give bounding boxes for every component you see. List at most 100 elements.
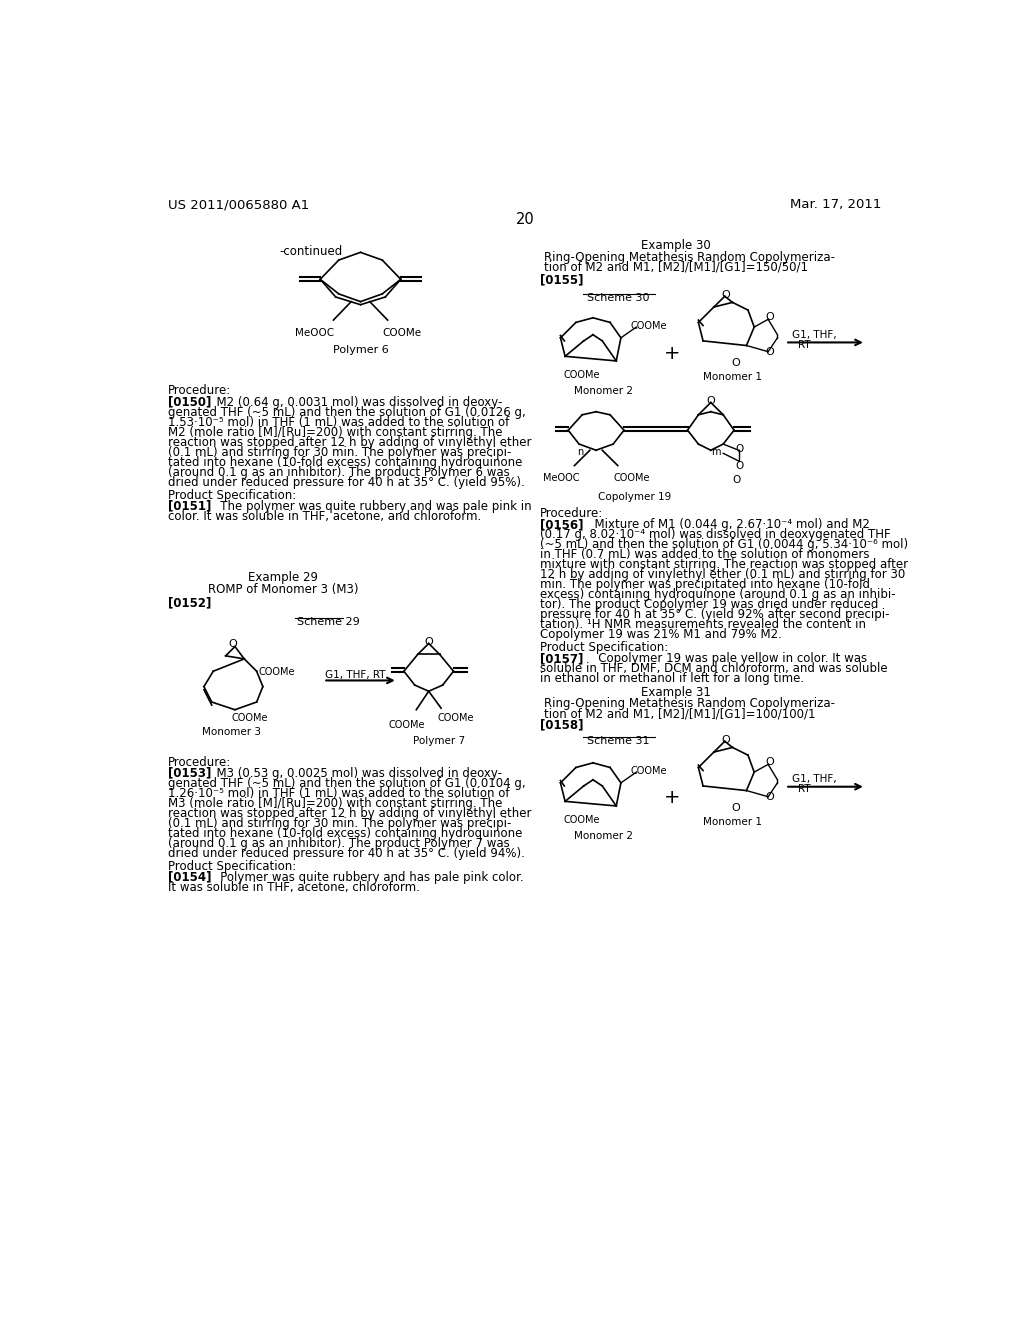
Text: Polymer 6: Polymer 6	[333, 345, 388, 355]
Text: (0.1 mL) and stirring for 30 min. The polymer was precipi-: (0.1 mL) and stirring for 30 min. The po…	[168, 817, 512, 830]
Text: m: m	[711, 447, 720, 457]
Text: M3 (mole ratio [M]/[Ru]=200) with constant stirring. The: M3 (mole ratio [M]/[Ru]=200) with consta…	[168, 797, 503, 809]
Text: color. It was soluble in THF, acetone, and chloroform.: color. It was soluble in THF, acetone, a…	[168, 510, 481, 523]
Text: It was soluble in THF, acetone, chloroform.: It was soluble in THF, acetone, chlorofo…	[168, 880, 420, 894]
Text: M2 (0.64 g, 0.0031 mol) was dissolved in deoxy-: M2 (0.64 g, 0.0031 mol) was dissolved in…	[209, 396, 502, 409]
Text: M2 (mole ratio [M]/[Ru]=200) with constant stirring. The: M2 (mole ratio [M]/[Ru]=200) with consta…	[168, 425, 503, 438]
Text: G1, THF,: G1, THF,	[793, 775, 837, 784]
Text: [0155]: [0155]	[541, 275, 584, 286]
Text: Example 30: Example 30	[641, 239, 711, 252]
Text: tion of M2 and M1, [M2]/[M1]/[G1]=150/50/1: tion of M2 and M1, [M2]/[M1]/[G1]=150/50…	[544, 261, 808, 273]
Text: [0154]: [0154]	[168, 871, 212, 883]
Text: O: O	[765, 792, 774, 803]
Text: O: O	[735, 461, 743, 471]
Text: mixture with constant stirring. The reaction was stopped after: mixture with constant stirring. The reac…	[541, 558, 908, 572]
Text: Product Specification:: Product Specification:	[168, 859, 297, 873]
Text: COOMe: COOMe	[382, 327, 421, 338]
Text: RT: RT	[798, 784, 810, 795]
Text: O: O	[722, 735, 730, 744]
Text: genated THF (~5 mL) and then the solution of G1 (0.0126 g,: genated THF (~5 mL) and then the solutio…	[168, 405, 526, 418]
Text: O: O	[228, 639, 238, 649]
Text: Monomer 1: Monomer 1	[703, 372, 762, 381]
Text: (around 0.1 g as an inhibitor). The product Polymer 7 was: (around 0.1 g as an inhibitor). The prod…	[168, 837, 510, 850]
Text: O: O	[735, 444, 743, 454]
Text: O: O	[722, 290, 730, 300]
Text: [0158]: [0158]	[541, 718, 584, 731]
Text: ROMP of Monomer 3 (M3): ROMP of Monomer 3 (M3)	[208, 582, 358, 595]
Text: [0153]: [0153]	[168, 767, 212, 780]
Text: O: O	[732, 475, 740, 484]
Text: M3 (0.53 g, 0.0025 mol) was dissolved in deoxy-: M3 (0.53 g, 0.0025 mol) was dissolved in…	[209, 767, 502, 780]
Text: (0.1 mL) and stirring for 30 min. The polymer was precipi-: (0.1 mL) and stirring for 30 min. The po…	[168, 446, 512, 458]
Text: O: O	[731, 358, 739, 368]
Text: US 2011/0065880 A1: US 2011/0065880 A1	[168, 198, 309, 211]
Text: +: +	[665, 345, 681, 363]
Text: genated THF (~5 mL) and then the solution of G1 (0.0104 g,: genated THF (~5 mL) and then the solutio…	[168, 776, 526, 789]
Text: Scheme 31: Scheme 31	[587, 737, 649, 746]
Text: tated into hexane (10-fold excess) containing hydroquinone: tated into hexane (10-fold excess) conta…	[168, 455, 522, 469]
Text: RT: RT	[798, 341, 810, 350]
Text: tor). The product Copolymer 19 was dried under reduced: tor). The product Copolymer 19 was dried…	[541, 598, 879, 611]
Text: COOMe: COOMe	[613, 474, 649, 483]
Text: Example 29: Example 29	[248, 572, 318, 585]
Text: Polymer was quite rubbery and has pale pink color.: Polymer was quite rubbery and has pale p…	[209, 871, 523, 883]
Text: 20: 20	[515, 213, 535, 227]
Text: O: O	[707, 396, 715, 407]
Text: [0151]: [0151]	[168, 499, 212, 512]
Text: COOMe: COOMe	[388, 721, 425, 730]
Text: O: O	[765, 347, 774, 356]
Text: Monomer 3: Monomer 3	[203, 726, 261, 737]
Text: pressure for 40 h at 35° C. (yield 92% after second precipi-: pressure for 40 h at 35° C. (yield 92% a…	[541, 609, 890, 622]
Text: 1.53·10⁻⁵ mol) in THF (1 mL) was added to the solution of: 1.53·10⁻⁵ mol) in THF (1 mL) was added t…	[168, 416, 510, 429]
Text: reaction was stopped after 12 h by adding of vinylethyl ether: reaction was stopped after 12 h by addin…	[168, 436, 531, 449]
Text: COOMe: COOMe	[231, 713, 267, 723]
Text: COOMe: COOMe	[563, 816, 600, 825]
Text: Procedure:: Procedure:	[168, 384, 231, 397]
Text: -continued: -continued	[280, 244, 342, 257]
Text: tation). ¹H NMR measurements revealed the content in: tation). ¹H NMR measurements revealed th…	[541, 618, 866, 631]
Text: [0152]: [0152]	[168, 597, 212, 610]
Text: 12 h by adding of vinylethyl ether (0.1 mL) and stirring for 30: 12 h by adding of vinylethyl ether (0.1 …	[541, 568, 905, 581]
Text: O: O	[731, 803, 739, 813]
Text: [0150]: [0150]	[168, 396, 212, 409]
Text: O: O	[765, 312, 774, 322]
Text: Ring-Opening Metathesis Random Copolymeriza-: Ring-Opening Metathesis Random Copolymer…	[544, 697, 836, 710]
Text: 1.26·10⁻⁵ mol) in THF (1 mL) was added to the solution of: 1.26·10⁻⁵ mol) in THF (1 mL) was added t…	[168, 787, 510, 800]
Text: Copolymer 19: Copolymer 19	[598, 492, 672, 502]
Text: Copolymer 19 was 21% M1 and 79% M2.: Copolymer 19 was 21% M1 and 79% M2.	[541, 628, 782, 642]
Text: n: n	[578, 447, 584, 457]
Text: Mar. 17, 2011: Mar. 17, 2011	[790, 198, 882, 211]
Text: reaction was stopped after 12 h by adding of vinylethyl ether: reaction was stopped after 12 h by addin…	[168, 807, 531, 820]
Text: (~5 mL) and then the solution of G1 (0.0044 g, 5.34·10⁻⁶ mol): (~5 mL) and then the solution of G1 (0.0…	[541, 539, 908, 550]
Text: Ring-Opening Metathesis Random Copolymeriza-: Ring-Opening Metathesis Random Copolymer…	[544, 251, 836, 264]
Text: in THF (0.7 mL) was added to the solution of monomers: in THF (0.7 mL) was added to the solutio…	[541, 548, 869, 561]
Text: Monomer 2: Monomer 2	[573, 830, 633, 841]
Text: dried under reduced pressure for 40 h at 35° C. (yield 95%).: dried under reduced pressure for 40 h at…	[168, 475, 525, 488]
Text: tated into hexane (10-fold excess) containing hydroquinone: tated into hexane (10-fold excess) conta…	[168, 826, 522, 840]
Text: [0156]: [0156]	[541, 517, 584, 531]
Text: Polymer 7: Polymer 7	[414, 737, 465, 746]
Text: excess) containing hydroquinone (around 0.1 g as an inhibi-: excess) containing hydroquinone (around …	[541, 589, 896, 601]
Text: COOMe: COOMe	[630, 321, 667, 331]
Text: Scheme 30: Scheme 30	[587, 293, 649, 304]
Text: min. The polymer was precipitated into hexane (10-fold: min. The polymer was precipitated into h…	[541, 578, 870, 591]
Text: COOMe: COOMe	[563, 370, 600, 380]
Text: MeOOC: MeOOC	[544, 474, 580, 483]
Text: tion of M2 and M1, [M2]/[M1]/[G1]=100/100/1: tion of M2 and M1, [M2]/[M1]/[G1]=100/10…	[544, 708, 816, 721]
Text: (0.17 g, 8.02·10⁻⁴ mol) was dissolved in deoxygenated THF: (0.17 g, 8.02·10⁻⁴ mol) was dissolved in…	[541, 528, 891, 541]
Text: Copolymer 19 was pale yellow in color. It was: Copolymer 19 was pale yellow in color. I…	[587, 652, 867, 665]
Text: Monomer 1: Monomer 1	[703, 817, 762, 826]
Text: MeOOC: MeOOC	[295, 327, 334, 338]
Text: Procedure:: Procedure:	[168, 756, 231, 770]
Text: COOMe: COOMe	[258, 667, 295, 677]
Text: Procedure:: Procedure:	[541, 507, 603, 520]
Text: (around 0.1 g as an inhibitor). The product Polymer 6 was: (around 0.1 g as an inhibitor). The prod…	[168, 466, 510, 479]
Text: Example 31: Example 31	[641, 686, 711, 698]
Text: soluble in THF, DMF, DCM and chloroform, and was soluble: soluble in THF, DMF, DCM and chloroform,…	[541, 663, 888, 675]
Text: The polymer was quite rubbery and was pale pink in: The polymer was quite rubbery and was pa…	[209, 499, 531, 512]
Text: COOMe: COOMe	[438, 713, 474, 723]
Text: COOMe: COOMe	[630, 766, 667, 776]
Text: [0157]: [0157]	[541, 652, 584, 665]
Text: dried under reduced pressure for 40 h at 35° C. (yield 94%).: dried under reduced pressure for 40 h at…	[168, 847, 525, 859]
Text: +: +	[665, 788, 681, 808]
